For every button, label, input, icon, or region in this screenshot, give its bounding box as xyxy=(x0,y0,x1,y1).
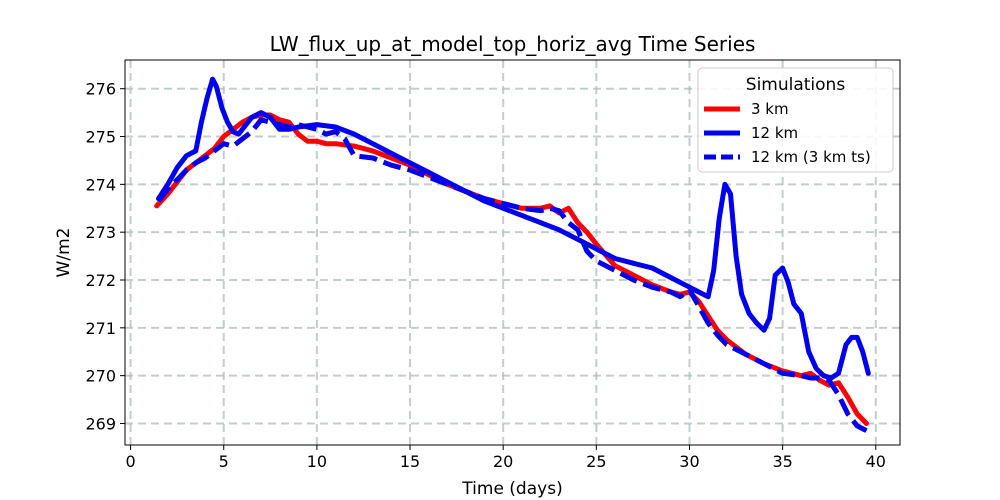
y-tick-label: 269 xyxy=(85,414,116,433)
x-tick-label: 35 xyxy=(772,452,792,471)
legend-title: Simulations xyxy=(746,75,846,95)
y-tick-label: 275 xyxy=(85,128,116,147)
y-axis-label: W/m2 xyxy=(54,228,74,278)
x-tick-label: 0 xyxy=(125,452,135,471)
y-tick-label: 271 xyxy=(85,319,116,338)
x-tick-label: 40 xyxy=(866,452,886,471)
y-tick-label: 273 xyxy=(85,223,116,242)
x-tick-label: 15 xyxy=(400,452,420,471)
series-line-3 xyxy=(156,117,868,433)
legend-label-1: 3 km xyxy=(751,100,789,118)
plot-frame xyxy=(124,59,901,446)
y-tick-label: 276 xyxy=(85,80,116,99)
x-tick-label: 30 xyxy=(679,452,699,471)
x-tick-label: 25 xyxy=(586,452,606,471)
y-tick-label: 274 xyxy=(85,175,116,194)
x-tick-label: 20 xyxy=(493,452,513,471)
chart-title: LW_flux_up_at_model_top_horiz_avg Time S… xyxy=(270,32,756,56)
legend-label-3: 12 km (3 km ts) xyxy=(751,148,871,166)
axis-ticks: 0 5 10 15 20 25 30 35 40 269 270 271 272 273 274 275 276 xyxy=(85,80,886,471)
y-tick-label: 272 xyxy=(85,271,116,290)
series-line-2 xyxy=(156,76,871,381)
legend-box xyxy=(697,67,894,173)
x-tick-label: 5 xyxy=(219,452,229,471)
legend-label-2: 12 km xyxy=(751,124,798,142)
legend-items: 3 km 12 km 12 km (3 km ts) xyxy=(704,100,871,166)
legend: Simulations 3 km 12 km 12 km (3 km ts) xyxy=(697,67,894,173)
y-tick-label: 270 xyxy=(85,367,116,386)
x-tick-label: 10 xyxy=(307,452,327,471)
series-lines xyxy=(154,76,871,433)
x-axis-label: Time (days) xyxy=(461,479,562,499)
